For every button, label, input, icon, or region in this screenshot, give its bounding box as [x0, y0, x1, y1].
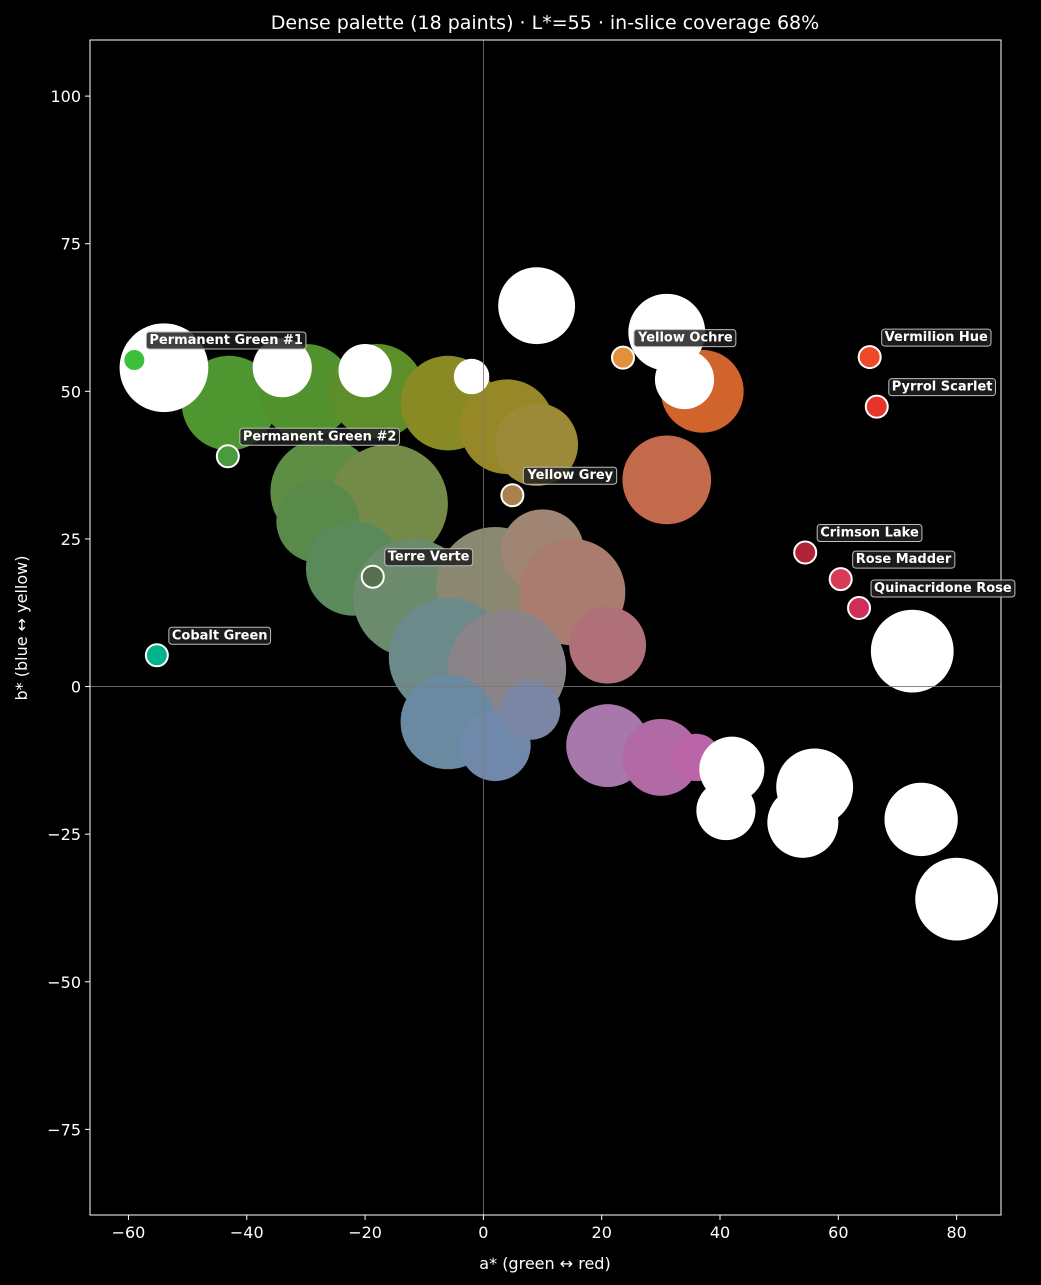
y-tick-label: 100 — [50, 87, 81, 106]
out-of-gamut-blob — [870, 609, 954, 693]
gamut-blob — [622, 435, 712, 525]
paint-label-box — [633, 329, 737, 348]
paint-label: Quinacridone Rose — [870, 579, 1016, 598]
gamut-blob — [495, 403, 579, 486]
y-tick-label: 25 — [61, 530, 81, 549]
x-tick-label: 0 — [478, 1223, 488, 1242]
out-of-gamut-blob — [252, 338, 312, 398]
y-tick-label: 75 — [61, 235, 81, 254]
plot-frame — [89, 39, 1002, 1216]
out-of-gamut-blob — [453, 358, 490, 395]
paint-label-text: Quinacridone Rose — [874, 581, 1012, 596]
paint-label: Permanent Green #1 — [145, 331, 307, 350]
paint-label-text: Crimson Lake — [820, 526, 919, 541]
paint-marker — [847, 596, 872, 621]
paint-label: Crimson Lake — [816, 524, 923, 543]
x-tick-label: 80 — [946, 1223, 966, 1242]
paint-label-box — [870, 579, 1016, 598]
paint-markers: Permanent Green #1 Permanent Green #2 Terr… — [122, 328, 1016, 668]
out-of-gamut-region — [119, 267, 999, 941]
x-tick-label: 60 — [828, 1223, 848, 1242]
x-tick-label: 20 — [592, 1223, 612, 1242]
plot-area — [90, 40, 1001, 1215]
gamut-blob — [569, 606, 647, 684]
paint-marker — [828, 567, 853, 592]
paint-marker — [500, 483, 525, 508]
paint-label: Yellow Grey — [522, 466, 618, 485]
out-of-gamut-blob — [654, 349, 715, 410]
y-tick-label: −25 — [47, 825, 81, 844]
paint-label-box — [816, 524, 923, 543]
paint-marker — [857, 345, 882, 370]
paint-marker — [144, 643, 169, 668]
paint-label-box — [522, 466, 618, 485]
paint-label: Rose Madder — [852, 550, 956, 569]
paint-marker — [864, 394, 889, 419]
out-of-gamut-blob — [767, 786, 839, 858]
x-axis-label: a* (green ↔ red) — [479, 1254, 610, 1273]
paint-label-text: Cobalt Green — [172, 628, 268, 643]
out-of-gamut-blob — [696, 780, 756, 841]
chart-title: Dense palette (18 paints) · L*=55 · in-s… — [271, 12, 819, 34]
gamut-blob — [622, 718, 700, 796]
y-tick-label: 50 — [61, 382, 81, 401]
zero-lines — [90, 40, 1001, 1215]
paint-label: Vermilion Hue — [881, 328, 992, 347]
paint-label-box — [852, 550, 956, 569]
paint-label-text: Permanent Green #2 — [243, 429, 397, 444]
paint-marker — [610, 345, 635, 370]
paint-label-text: Terre Verte — [388, 550, 470, 565]
paint-label-box — [145, 331, 307, 350]
out-of-gamut-blob — [338, 344, 392, 398]
x-tick-label: 40 — [710, 1223, 730, 1242]
paint-label-box — [168, 626, 272, 645]
y-tick-label: −75 — [47, 1120, 81, 1139]
paint-marker — [360, 564, 385, 589]
paint-label-box — [881, 328, 992, 347]
paint-label-text: Yellow Grey — [526, 468, 613, 483]
y-tick-label: −50 — [47, 973, 81, 992]
x-tick-label: −40 — [230, 1223, 264, 1242]
axis-ticks: −60 −40 −20 0 20 40 60 80 −75 −50 −25 0 25 50 75 100 — [47, 87, 967, 1242]
paint-label-text: Yellow Ochre — [637, 331, 733, 346]
paint-label-text: Pyrrol Scarlet — [892, 380, 993, 395]
x-tick-label: −60 — [112, 1223, 146, 1242]
paint-label-box — [888, 378, 996, 397]
paint-marker — [122, 348, 147, 373]
paint-label-box — [384, 548, 474, 567]
paint-marker — [215, 444, 240, 469]
out-of-gamut-blob — [884, 782, 958, 857]
paint-label-text: Rose Madder — [856, 552, 952, 567]
x-tick-label: −20 — [348, 1223, 382, 1242]
paint-label-text: Vermilion Hue — [885, 330, 988, 345]
paint-label: Pyrrol Scarlet — [888, 378, 996, 397]
y-axis-label: b* (blue ↔ yellow) — [12, 556, 31, 701]
paint-label-box — [239, 427, 400, 446]
y-tick-label: 0 — [71, 678, 81, 697]
paint-label-text: Permanent Green #1 — [149, 333, 303, 348]
out-of-gamut-blob — [915, 857, 999, 941]
paint-label: Cobalt Green — [168, 626, 272, 645]
paint-marker — [793, 540, 818, 565]
out-of-gamut-blob — [498, 267, 576, 345]
paint-label: Terre Verte — [384, 548, 474, 567]
gamut-blob — [501, 680, 561, 740]
paint-label: Permanent Green #2 — [239, 427, 400, 446]
paint-label: Yellow Ochre — [633, 329, 737, 348]
